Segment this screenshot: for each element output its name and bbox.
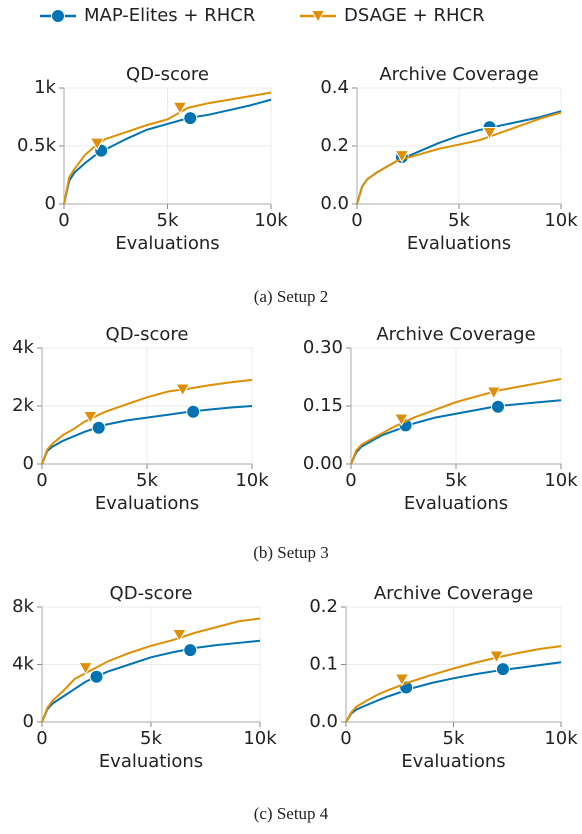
marker: [89, 137, 105, 151]
marker: [172, 101, 188, 115]
x-tick-label: 0: [345, 470, 356, 491]
series-line: [345, 645, 562, 723]
marker: [82, 411, 98, 425]
y-tick-label: 2k: [12, 395, 34, 416]
x-tick-label: 5k: [445, 470, 467, 491]
marker: [310, 10, 326, 24]
y-tick-label: 0: [23, 453, 34, 474]
marker: [394, 150, 410, 164]
marker: [486, 386, 502, 400]
marker: [186, 404, 201, 419]
y-tick-label: 0: [45, 193, 56, 214]
y-tick-label: 0.5k: [17, 135, 57, 156]
series-line: [350, 377, 562, 465]
y-tick-label: 4k: [12, 654, 34, 675]
x-tick-label: 0: [340, 728, 351, 749]
marker: [91, 420, 106, 435]
marker: [495, 662, 510, 677]
marker: [89, 669, 104, 684]
chart-title: Archive Coverage: [376, 324, 535, 345]
y-tick-label: 0.4: [320, 77, 349, 98]
y-tick-label: 0.0: [309, 711, 338, 732]
x-tick-label: 0: [36, 728, 47, 749]
chart-title: Archive Coverage: [379, 64, 538, 85]
x-tick-label: 10k: [254, 210, 288, 231]
x-tick-label: 5k: [136, 470, 158, 491]
y-tick-label: 0.2: [309, 596, 338, 617]
x-axis-label: Evaluations: [407, 233, 511, 254]
x-axis-label: Evaluations: [401, 751, 505, 772]
legend-label: MAP-Elites + RHCR: [84, 5, 255, 26]
series-line: [41, 617, 261, 723]
y-tick-label: 1k: [34, 77, 56, 98]
series-line: [356, 111, 562, 205]
caption: (c) Setup 4: [254, 804, 329, 823]
marker: [482, 126, 497, 140]
legend-label: DSAGE + RHCR: [344, 5, 485, 26]
chart-title: QD-score: [110, 583, 193, 604]
marker: [175, 383, 191, 397]
chart-title: Archive Coverage: [374, 583, 533, 604]
chart-title: QD-score: [106, 324, 189, 345]
marker: [491, 399, 505, 414]
marker: [394, 413, 409, 427]
y-tick-label: 0.1: [309, 654, 338, 675]
series-line: [63, 98, 272, 205]
x-axis-label: Evaluations: [115, 233, 219, 254]
y-tick-label: 0.0: [320, 193, 349, 214]
x-tick-label: 0: [36, 470, 47, 491]
caption: (a) Setup 2: [254, 287, 329, 306]
series-line: [63, 91, 272, 205]
series-line: [345, 661, 562, 723]
series-line: [350, 399, 562, 465]
y-tick-label: 0.00: [303, 453, 343, 474]
marker: [171, 629, 187, 643]
series-line: [41, 378, 253, 465]
x-tick-label: 10k: [544, 210, 578, 231]
x-tick-label: 5k: [157, 210, 179, 231]
chart-title: QD-score: [126, 64, 209, 85]
x-tick-label: 10k: [544, 728, 578, 749]
x-tick-label: 10k: [243, 728, 277, 749]
x-tick-label: 0: [58, 210, 69, 231]
x-tick-label: 5k: [140, 728, 162, 749]
y-tick-label: 0: [23, 711, 34, 732]
marker: [51, 9, 65, 23]
x-tick-label: 0: [351, 210, 362, 231]
x-tick-label: 10k: [544, 470, 578, 491]
marker: [78, 662, 93, 676]
x-axis-label: Evaluations: [99, 751, 203, 772]
marker: [183, 111, 198, 126]
y-tick-label: 0.2: [320, 135, 349, 156]
x-axis-label: Evaluations: [404, 493, 508, 514]
marker: [489, 650, 504, 664]
marker: [183, 643, 198, 658]
x-tick-label: 10k: [235, 470, 269, 491]
y-tick-label: 8k: [12, 596, 34, 617]
x-axis-label: Evaluations: [95, 493, 199, 514]
y-tick-label: 0.15: [303, 395, 343, 416]
x-tick-label: 5k: [443, 728, 465, 749]
series-line: [41, 405, 253, 465]
y-tick-label: 0.30: [303, 337, 343, 358]
series-line: [41, 639, 261, 723]
marker: [394, 673, 410, 687]
caption: (b) Setup 3: [253, 543, 329, 562]
x-tick-label: 5k: [448, 210, 470, 231]
y-tick-label: 4k: [12, 337, 34, 358]
